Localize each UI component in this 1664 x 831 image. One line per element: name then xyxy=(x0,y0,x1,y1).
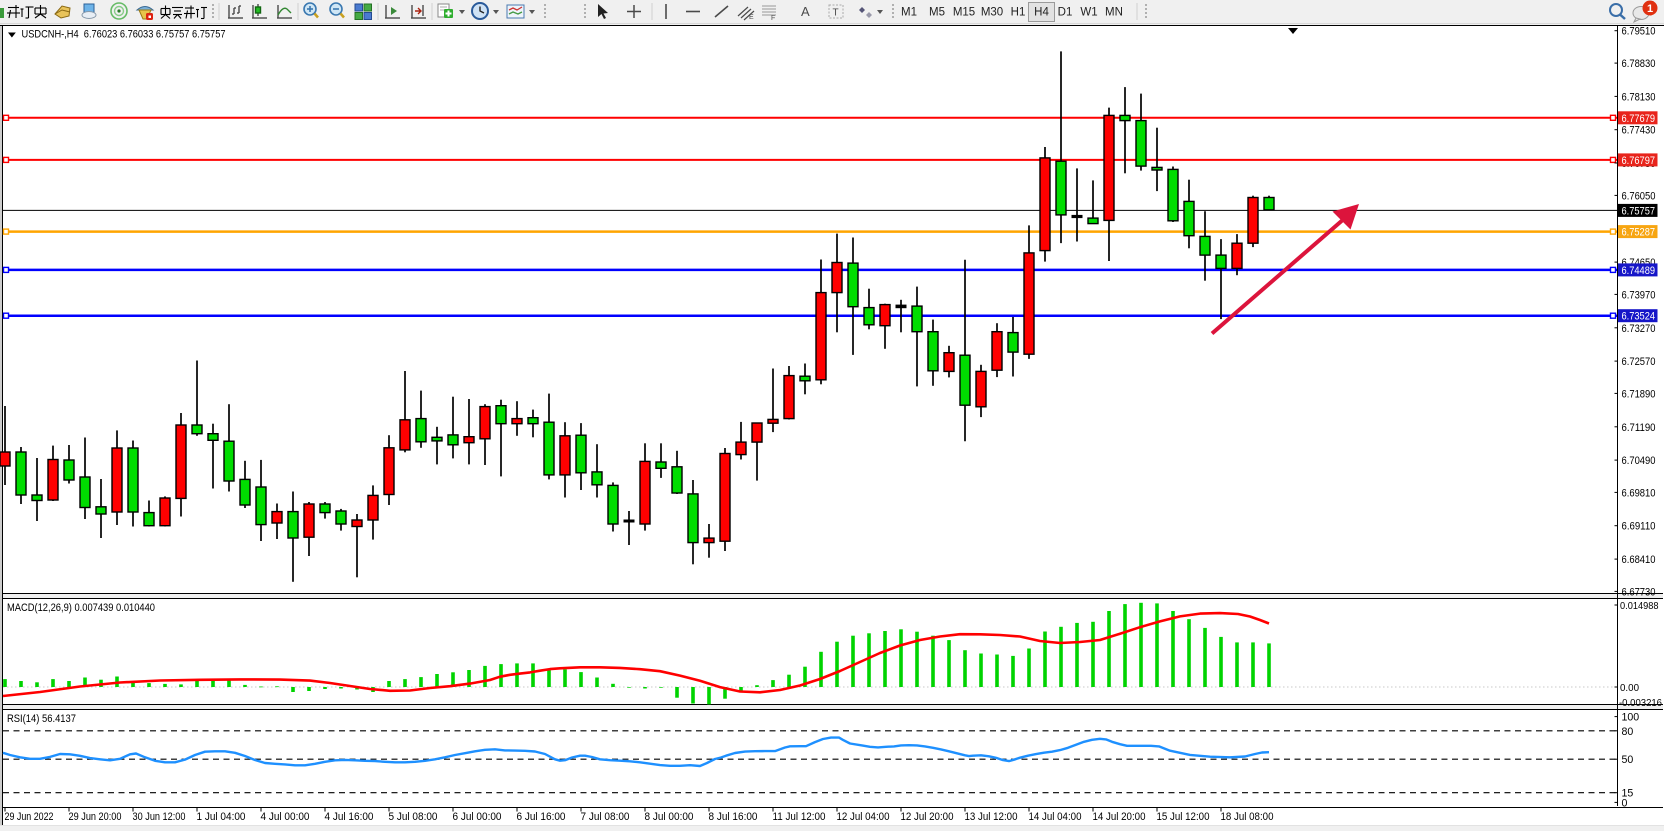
svg-text:6.76797: 6.76797 xyxy=(1622,155,1656,167)
svg-text:18 Jul 08:00: 18 Jul 08:00 xyxy=(1221,811,1274,823)
svg-text:6.69810: 6.69810 xyxy=(1622,487,1656,499)
svg-text:6.67730: 6.67730 xyxy=(1622,586,1656,598)
svg-text:6.78130: 6.78130 xyxy=(1622,91,1656,103)
svg-text:MACD(12,26,9) 0.007439 0.01044: MACD(12,26,9) 0.007439 0.010440 xyxy=(7,602,155,614)
svg-text:6.77430: 6.77430 xyxy=(1622,125,1656,137)
svg-text:100: 100 xyxy=(1622,712,1640,724)
svg-text:4 Jul 16:00: 4 Jul 16:00 xyxy=(325,811,374,823)
svg-text:6.78830: 6.78830 xyxy=(1622,58,1656,70)
svg-text:8 Jul 16:00: 8 Jul 16:00 xyxy=(709,811,758,823)
svg-text:0.00: 0.00 xyxy=(1620,683,1639,694)
svg-text:5 Jul 08:00: 5 Jul 08:00 xyxy=(389,811,438,823)
svg-text:USDCNH-,H4 6.76023 6.76033 6.: USDCNH-,H4 6.76023 6.76033 6.75757 6.757… xyxy=(22,29,226,41)
svg-text:6.71190: 6.71190 xyxy=(1622,422,1656,434)
svg-text:6.75287: 6.75287 xyxy=(1622,227,1656,239)
svg-text:6.79510: 6.79510 xyxy=(1622,26,1656,38)
svg-text:W1: W1 xyxy=(1080,7,1097,19)
svg-text:29 Jun 20:00: 29 Jun 20:00 xyxy=(69,811,122,823)
svg-text:6.75757: 6.75757 xyxy=(1622,205,1656,217)
svg-text:0.014988: 0.014988 xyxy=(1620,601,1659,612)
svg-text:6.70490: 6.70490 xyxy=(1622,455,1656,467)
svg-text:4 Jul 00:00: 4 Jul 00:00 xyxy=(261,811,310,823)
svg-text:12 Jul 04:00: 12 Jul 04:00 xyxy=(837,811,890,823)
svg-text:M15: M15 xyxy=(953,7,975,19)
svg-text:6.77679: 6.77679 xyxy=(1622,113,1656,125)
svg-text:6.71890: 6.71890 xyxy=(1622,388,1656,400)
svg-text:0: 0 xyxy=(1622,797,1628,809)
svg-text:14 Jul 20:00: 14 Jul 20:00 xyxy=(1093,811,1146,823)
svg-text:1: 1 xyxy=(1647,3,1653,15)
svg-text:50: 50 xyxy=(1622,754,1634,766)
svg-text:6.69110: 6.69110 xyxy=(1622,521,1656,533)
svg-text:1 Jul 04:00: 1 Jul 04:00 xyxy=(197,811,246,823)
svg-text:M5: M5 xyxy=(929,7,945,19)
svg-text:14 Jul 04:00: 14 Jul 04:00 xyxy=(1029,811,1082,823)
svg-text:12 Jul 20:00: 12 Jul 20:00 xyxy=(901,811,954,823)
svg-text:M30: M30 xyxy=(981,7,1003,19)
svg-text:6.68410: 6.68410 xyxy=(1622,554,1656,566)
svg-text:6.73970: 6.73970 xyxy=(1622,289,1656,301)
svg-text:D1: D1 xyxy=(1058,7,1073,19)
svg-text:H4: H4 xyxy=(1034,7,1049,19)
svg-text:7 Jul 08:00: 7 Jul 08:00 xyxy=(581,811,630,823)
svg-text:8 Jul 00:00: 8 Jul 00:00 xyxy=(645,811,694,823)
svg-text:80: 80 xyxy=(1622,726,1634,738)
svg-text:T: T xyxy=(833,8,839,19)
svg-text:-0.003216: -0.003216 xyxy=(1619,698,1662,709)
svg-text:6 Jul 16:00: 6 Jul 16:00 xyxy=(517,811,566,823)
svg-text:13 Jul 12:00: 13 Jul 12:00 xyxy=(965,811,1018,823)
svg-text:6.74489: 6.74489 xyxy=(1622,265,1656,277)
svg-text:E: E xyxy=(749,14,754,21)
svg-text:11 Jul 12:00: 11 Jul 12:00 xyxy=(773,811,826,823)
svg-text:6.73270: 6.73270 xyxy=(1622,323,1656,335)
svg-text:6.73524: 6.73524 xyxy=(1622,311,1656,323)
svg-text:6.72570: 6.72570 xyxy=(1622,356,1656,368)
svg-text:A: A xyxy=(801,4,810,19)
svg-text:15 Jul 12:00: 15 Jul 12:00 xyxy=(1157,811,1210,823)
svg-text:MN: MN xyxy=(1105,7,1123,19)
svg-text:RSI(14) 56.4137: RSI(14) 56.4137 xyxy=(7,713,76,725)
svg-text:30 Jun 12:00: 30 Jun 12:00 xyxy=(133,811,186,823)
svg-text:15: 15 xyxy=(1622,788,1634,800)
svg-text:29 Jun 2022: 29 Jun 2022 xyxy=(5,811,54,823)
svg-text:F: F xyxy=(771,15,775,22)
svg-text:H1: H1 xyxy=(1011,7,1026,19)
svg-text:6.76050: 6.76050 xyxy=(1622,190,1656,202)
svg-text:6 Jul 00:00: 6 Jul 00:00 xyxy=(453,811,502,823)
svg-text:M1: M1 xyxy=(901,7,917,19)
